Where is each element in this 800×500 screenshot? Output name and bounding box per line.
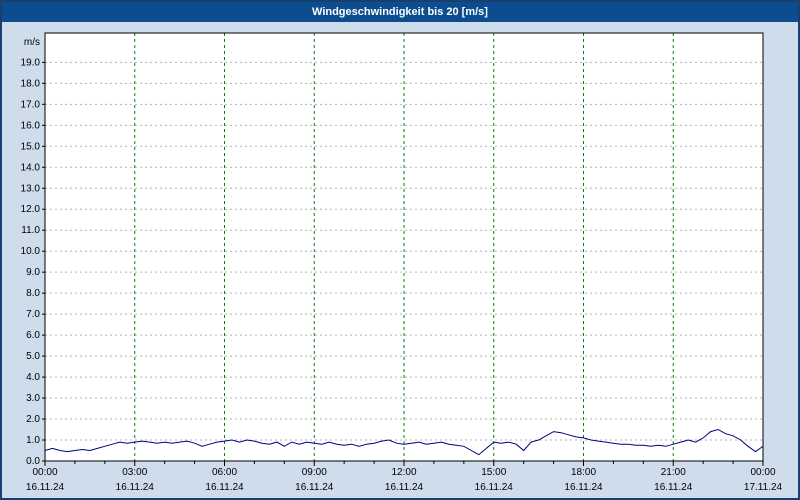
svg-text:14.0: 14.0 [21, 162, 41, 173]
svg-text:21:00: 21:00 [661, 467, 686, 478]
svg-text:06:00: 06:00 [212, 467, 237, 478]
svg-text:09:00: 09:00 [302, 467, 327, 478]
svg-text:5.0: 5.0 [26, 351, 40, 362]
svg-text:4.0: 4.0 [26, 372, 40, 383]
svg-text:15.0: 15.0 [21, 141, 41, 152]
svg-text:8.0: 8.0 [26, 288, 40, 299]
svg-text:11.0: 11.0 [21, 225, 40, 236]
svg-text:13.0: 13.0 [21, 183, 41, 194]
svg-text:9.0: 9.0 [26, 267, 40, 278]
svg-text:2.0: 2.0 [26, 414, 40, 425]
svg-text:15:00: 15:00 [481, 467, 506, 478]
svg-text:16.11.24: 16.11.24 [26, 482, 65, 493]
chart-title-bar: Windgeschwindigkeit bis 20 [m/s] [2, 2, 798, 22]
svg-text:16.11.24: 16.11.24 [295, 482, 334, 493]
svg-text:17.11.24: 17.11.24 [744, 482, 783, 493]
svg-text:7.0: 7.0 [26, 309, 40, 320]
svg-text:18.0: 18.0 [21, 78, 41, 89]
svg-text:16.0: 16.0 [21, 120, 41, 131]
svg-text:12.0: 12.0 [21, 204, 41, 215]
svg-text:16.11.24: 16.11.24 [116, 482, 155, 493]
svg-text:1.0: 1.0 [26, 435, 40, 446]
svg-text:00:00: 00:00 [32, 467, 57, 478]
svg-text:10.0: 10.0 [21, 246, 41, 257]
svg-text:m/s: m/s [24, 37, 40, 48]
svg-text:16.11.24: 16.11.24 [564, 482, 603, 493]
svg-text:16.11.24: 16.11.24 [385, 482, 424, 493]
svg-text:12:00: 12:00 [391, 467, 416, 478]
svg-text:16.11.24: 16.11.24 [654, 482, 693, 493]
svg-text:19.0: 19.0 [21, 57, 41, 68]
svg-text:16.11.24: 16.11.24 [205, 482, 244, 493]
svg-text:03:00: 03:00 [122, 467, 147, 478]
svg-text:17.0: 17.0 [21, 99, 41, 110]
svg-text:00:00: 00:00 [750, 467, 775, 478]
svg-text:18:00: 18:00 [571, 467, 596, 478]
svg-text:16.11.24: 16.11.24 [475, 482, 514, 493]
svg-text:3.0: 3.0 [26, 393, 40, 404]
svg-text:0.0: 0.0 [26, 456, 40, 467]
svg-text:6.0: 6.0 [26, 330, 40, 341]
